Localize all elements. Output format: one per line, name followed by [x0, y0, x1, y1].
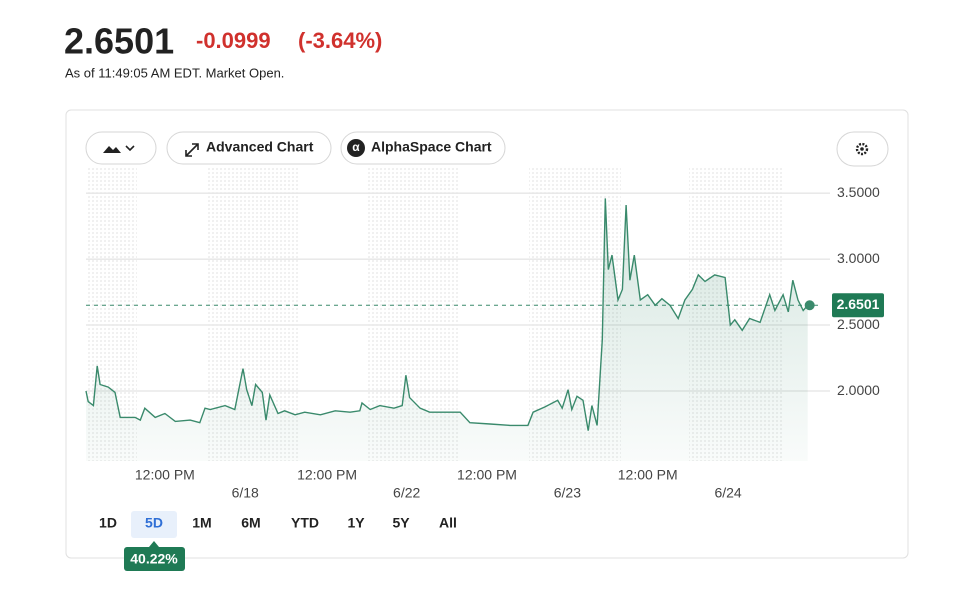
y-tick-label: 3.5000	[837, 184, 880, 200]
x-tick-label: 12:00 PM	[297, 467, 357, 483]
x-tick-label: 12:00 PM	[457, 467, 517, 483]
current-badge	[832, 293, 884, 318]
x-tick-label: 6/22	[393, 485, 420, 501]
x-tick-label: 12:00 PM	[135, 467, 195, 483]
alphaspace-chart-button[interactable]: α AlphaSpace Chart	[340, 131, 506, 165]
button-label: AlphaSpace Chart	[371, 139, 492, 155]
range-change: 40.22%	[130, 551, 178, 567]
current-dot	[804, 300, 815, 311]
change: -0.0999	[196, 28, 271, 53]
as-of: As of 11:49:05 AM EDT. Market Open.	[65, 65, 284, 80]
svg-text:α: α	[352, 140, 360, 154]
x-tick-label: 12:00 PM	[618, 467, 678, 483]
advanced-chart-button[interactable]: Advanced Chart	[166, 131, 332, 165]
y-tick-label: 2.5000	[837, 316, 880, 332]
settings-button[interactable]	[836, 131, 889, 167]
chart-type-button[interactable]	[85, 131, 157, 165]
price-line	[85, 198, 809, 431]
range-button[interactable]: 5Y	[392, 515, 410, 531]
button-label: Advanced Chart	[206, 139, 314, 155]
range-button[interactable]: YTD	[291, 515, 319, 531]
change-pct: (-3.64%)	[298, 28, 382, 53]
range-button[interactable]: 5D	[145, 515, 163, 531]
price: 2.6501	[64, 21, 174, 62]
x-tick-label: 6/23	[554, 485, 581, 501]
y-tick-label: 2.0000	[837, 382, 880, 398]
range-button[interactable]: 1Y	[347, 515, 365, 531]
x-tick-label: 6/24	[714, 485, 741, 501]
range-button[interactable]: 1D	[99, 515, 117, 531]
x-tick-label: 6/18	[232, 485, 259, 501]
area	[86, 198, 808, 461]
range-selected-bg	[131, 511, 177, 538]
badge-pointer	[149, 541, 159, 547]
range-badge	[124, 547, 185, 571]
current-price-label: 2.6501	[837, 296, 880, 312]
range-button[interactable]: 6M	[241, 515, 260, 531]
y-tick-label: 3.0000	[837, 250, 880, 266]
range-button[interactable]: All	[439, 515, 457, 531]
range-button[interactable]: 1M	[192, 515, 211, 531]
